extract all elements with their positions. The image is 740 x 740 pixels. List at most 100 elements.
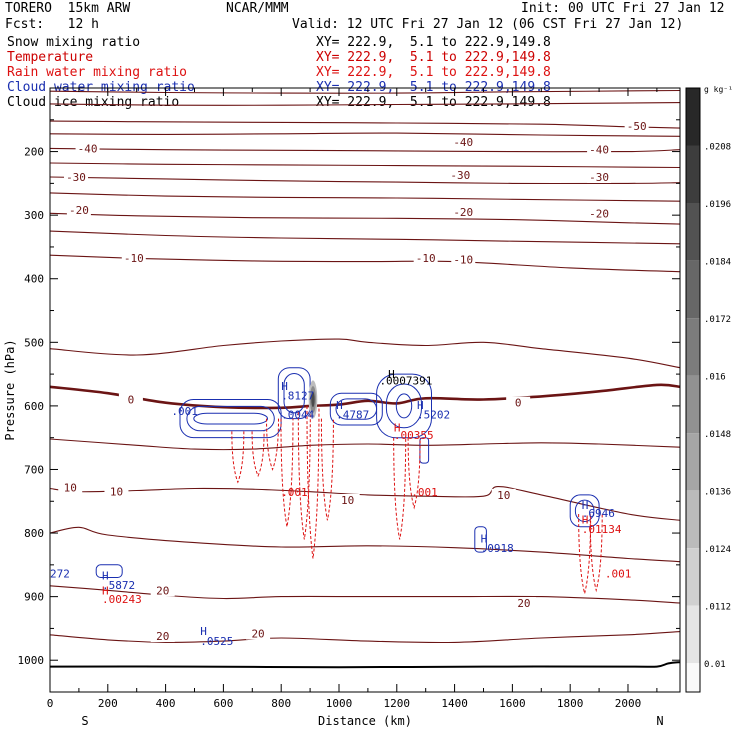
colorbar-swatch bbox=[686, 433, 700, 491]
isotherm-label: -10 bbox=[453, 254, 473, 267]
legend-snow-xy: XY= 222.9, 5.1 to 222.9,149.8 bbox=[316, 35, 551, 50]
isotherm-label-bg bbox=[587, 171, 612, 184]
contour-annotation: .0044 bbox=[281, 409, 314, 422]
cloud-ice-contours bbox=[308, 380, 318, 419]
plot-frame bbox=[49, 87, 681, 693]
annotations: H.0007391H.8127.001.0044H.4787H.5202H.00… bbox=[50, 368, 631, 648]
contour-annotation: H bbox=[394, 421, 401, 434]
x-axis-label: Distance (km) bbox=[318, 714, 412, 728]
isotherm-line bbox=[49, 89, 681, 94]
rain-water-contour bbox=[231, 431, 245, 484]
isotherm-line bbox=[49, 120, 681, 129]
isotherm-label-bg bbox=[150, 630, 175, 643]
colorbar-swatch bbox=[686, 88, 700, 146]
cloud-water-contours bbox=[95, 367, 600, 578]
rain-water-contour bbox=[320, 418, 334, 521]
isotherm-label-bg bbox=[587, 207, 612, 220]
isotherm-label: -10 bbox=[124, 252, 144, 265]
temperature-isotherms bbox=[49, 89, 681, 644]
south-label: S bbox=[81, 714, 88, 728]
colorbar-frame bbox=[685, 87, 701, 693]
colorbar-swatch bbox=[686, 548, 700, 606]
isotherm-label-bg bbox=[506, 396, 531, 409]
legend-temperature-label: Temperature bbox=[7, 50, 94, 65]
isotherm-label: -30 bbox=[589, 171, 609, 184]
contour-annotation: 272 bbox=[50, 568, 70, 581]
contour-annotation: .4787 bbox=[336, 409, 369, 422]
colorbar-swatch bbox=[686, 145, 700, 203]
colorbar-tick-label: .0124 bbox=[704, 545, 731, 555]
isotherm-label: -40 bbox=[589, 144, 609, 157]
rain-water-contours bbox=[231, 405, 603, 594]
isotherm-line bbox=[49, 585, 681, 604]
colorbar-tick-label: .0112 bbox=[704, 603, 731, 613]
contour-annotation: .0007391 bbox=[379, 374, 432, 387]
x-tick-label: 1200 bbox=[384, 697, 411, 710]
axes: 0 200 400 600 800 1000 1200 1400 1600 1800 2000200… bbox=[3, 87, 681, 728]
isotherm-label-bg bbox=[587, 143, 612, 156]
isotherm-label-bg bbox=[451, 136, 476, 149]
isotherm-line bbox=[49, 486, 681, 521]
isotherm-label-bg bbox=[413, 251, 438, 264]
isotherm-label-bg bbox=[104, 485, 129, 498]
isotherm-line bbox=[49, 526, 681, 563]
isotherm-label: 10 bbox=[497, 489, 510, 502]
rain-water-contour bbox=[266, 418, 280, 471]
isotherm-label: 20 bbox=[251, 628, 264, 641]
isotherm-label-bg bbox=[75, 142, 100, 155]
cloud-water-contour bbox=[193, 412, 268, 425]
contour-annotation: H bbox=[417, 399, 424, 412]
header-init: Init: 00 UTC Fri 27 Jan 12 bbox=[521, 1, 725, 16]
terrain-line bbox=[49, 661, 681, 669]
cloud-water-contour bbox=[95, 564, 123, 578]
y-axis-label: Pressure (hPa) bbox=[3, 339, 17, 440]
rain-water-contour bbox=[280, 418, 294, 527]
header-center: NCAR/MMM bbox=[226, 1, 289, 16]
colorbar-swatch bbox=[686, 490, 700, 549]
x-tick-label: 200 bbox=[98, 697, 118, 710]
contour-annotation: .001 bbox=[281, 486, 308, 499]
colorbar: .0208 .0196 .0184 .0172 .016 .0148 .0136 .0124.… bbox=[685, 85, 733, 693]
terrain-layer bbox=[49, 661, 681, 669]
contour-annotation: H bbox=[102, 569, 109, 582]
isotherm-label-bg bbox=[511, 596, 536, 609]
isotherm-label: 10 bbox=[110, 486, 123, 499]
isotherm-label-bg bbox=[150, 584, 175, 597]
contour-annotation: H bbox=[582, 499, 589, 512]
colorbar-tick-label: .0208 bbox=[704, 143, 731, 153]
contour-annotation: H bbox=[102, 585, 109, 598]
cloud-water-contour bbox=[574, 499, 595, 523]
colorbar-tick-label: .0172 bbox=[704, 315, 731, 325]
x-tick-label: 1000 bbox=[326, 697, 353, 710]
x-tick-label: 1800 bbox=[557, 697, 584, 710]
legend-snow-label: Snow mixing ratio bbox=[7, 35, 141, 50]
isotherm-line bbox=[49, 383, 681, 410]
colorbar-swatch bbox=[686, 318, 700, 376]
contour-annotation: H bbox=[582, 514, 589, 527]
isotherm-label-bg bbox=[246, 627, 271, 640]
contour-annotation: .00355 bbox=[394, 429, 434, 442]
isotherm-label: 0 bbox=[515, 397, 522, 410]
x-tick-label: 2000 bbox=[615, 697, 642, 710]
x-tick-label: 0 bbox=[47, 697, 54, 710]
cloud-water-contour bbox=[283, 373, 305, 414]
y-tick-label: 300 bbox=[24, 209, 44, 222]
isotherm-label-bg bbox=[335, 493, 360, 506]
y-tick-label: 400 bbox=[24, 273, 44, 286]
isotherm-line bbox=[49, 338, 681, 369]
y-tick-label: 1000 bbox=[18, 654, 45, 667]
isotherm-line bbox=[49, 176, 681, 185]
legend-rain-xy: XY= 222.9, 5.1 to 222.9,149.8 bbox=[316, 65, 551, 80]
isotherm-line bbox=[49, 162, 681, 169]
contour-annotation: .5872 bbox=[102, 579, 135, 592]
isotherm-label: -40 bbox=[78, 142, 98, 155]
isotherm-label-bg bbox=[451, 205, 476, 218]
isotherm-label: -50 bbox=[627, 120, 647, 133]
isotherm-label: 20 bbox=[156, 584, 169, 597]
cloud-water-contour bbox=[329, 392, 383, 426]
isotherm-label: -20 bbox=[69, 204, 89, 217]
contour-annotation: .00243 bbox=[102, 593, 142, 606]
isotherm-labels: -50 -40 -40 -40 -30 -30 -30 -20 -20 -20 -10 -10 -10 0… bbox=[58, 120, 649, 643]
contour-annotation: .001 bbox=[605, 568, 632, 581]
y-tick-label: 900 bbox=[24, 591, 44, 604]
